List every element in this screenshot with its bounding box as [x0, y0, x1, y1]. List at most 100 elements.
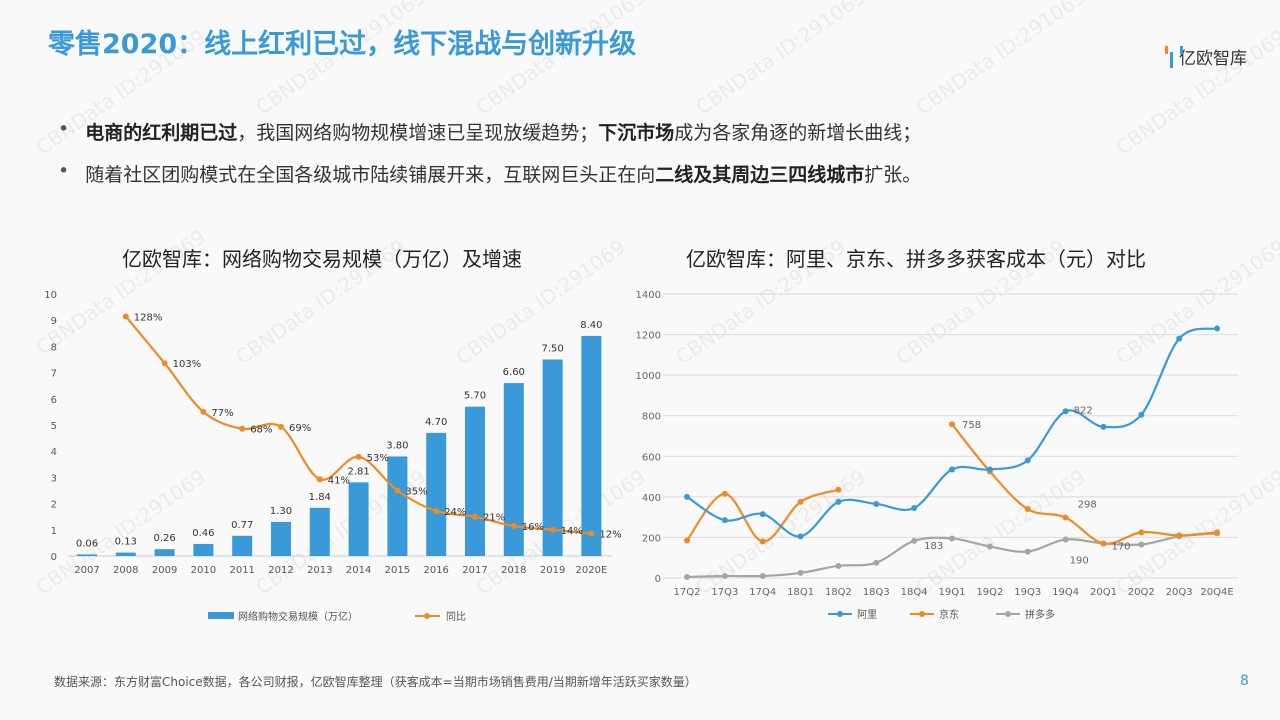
data-point — [911, 537, 918, 544]
bar-data-label: 6.60 — [503, 367, 525, 378]
data-point — [759, 572, 766, 579]
growth-point — [278, 423, 284, 430]
data-label: 183 — [924, 541, 943, 552]
growth-point — [200, 408, 207, 415]
data-point — [949, 421, 956, 428]
x-tick-label: 20Q4E — [1200, 587, 1233, 598]
bar — [309, 507, 330, 556]
y-tick-label: 8 — [51, 342, 57, 353]
right-chart-title: 亿欧智库：阿里、京东、拼多多获客成本（元）对比 — [686, 247, 1146, 271]
data-point — [684, 573, 690, 580]
text: 成为各家角逐的新增长曲线； — [674, 122, 922, 144]
data-label: 170 — [1111, 542, 1130, 553]
legend-label: 拼多多 — [1025, 608, 1055, 621]
legend-bar-swatch — [208, 612, 234, 619]
bar — [232, 535, 253, 556]
x-tick-label: 18Q2 — [825, 587, 852, 598]
data-point — [949, 535, 956, 542]
x-tick-label: 20Q2 — [1128, 587, 1155, 598]
growth-data-label: 103% — [173, 359, 202, 370]
page-number: 8 — [1240, 673, 1249, 689]
logo-text: 亿欧智库 — [1179, 49, 1247, 69]
bar — [387, 456, 408, 556]
y-tick-label: 1400 — [636, 290, 661, 301]
y-tick-label: 9 — [51, 316, 57, 327]
x-tick-label: 2019 — [540, 565, 565, 576]
y-tick-label: 0 — [51, 552, 57, 563]
bar — [77, 554, 97, 556]
data-label: 758 — [962, 420, 981, 431]
x-tick-label: 18Q1 — [787, 587, 814, 598]
bar — [581, 335, 602, 556]
bar — [271, 521, 291, 556]
data-point — [721, 490, 728, 497]
data-point — [797, 569, 804, 576]
bar — [154, 549, 175, 556]
x-tick-label: 2010 — [191, 565, 216, 576]
data-point — [1024, 506, 1031, 513]
bar-data-label: 1.84 — [309, 492, 331, 503]
bar — [426, 432, 447, 556]
data-point — [873, 559, 880, 566]
bar-data-label: 0.26 — [153, 533, 175, 544]
y-tick-label: 1 — [51, 526, 57, 537]
x-tick-label: 18Q3 — [863, 587, 890, 598]
series-line-京东 — [951, 423, 1218, 545]
bar-data-label: 3.80 — [386, 440, 408, 451]
x-tick-label: 19Q3 — [1014, 587, 1041, 598]
data-point — [1214, 529, 1221, 536]
growth-point — [239, 425, 246, 432]
data-point — [1100, 540, 1107, 547]
bullet-list: 电商的红利期已过，我国网络购物规模增速已呈现放缓趋势；下沉市场成为各家角逐的新增… — [58, 118, 921, 202]
bar-data-label: 5.70 — [464, 391, 486, 402]
data-point — [1062, 536, 1069, 543]
source-footnote: 数据来源：东方财富Choice数据，各公司财报，亿欧智库整理（获客成本=当期市场… — [54, 675, 697, 689]
y-tick-label: 4 — [51, 447, 57, 458]
data-point — [797, 498, 804, 505]
y-tick-label: 3 — [51, 473, 57, 484]
data-point — [759, 511, 766, 518]
x-tick-label: 2011 — [229, 565, 254, 576]
bold-text: 下沉市场 — [598, 122, 675, 144]
data-point — [835, 562, 842, 569]
legend-marker — [424, 613, 430, 619]
x-tick-label: 2017 — [462, 565, 487, 576]
growth-data-label: 16% — [522, 522, 544, 533]
bar-data-label: 0.06 — [76, 538, 98, 549]
growth-point — [510, 523, 517, 530]
legend-marker — [1005, 611, 1011, 617]
data-point — [1138, 541, 1145, 548]
left-chart-title: 亿欧智库：网络购物交易规模（万亿）及增速 — [122, 247, 522, 271]
page-title: 零售2020：线上红利已过，线下混战与创新升级 — [48, 29, 637, 60]
data-point — [873, 500, 880, 507]
data-label: 298 — [1078, 500, 1097, 511]
growth-point — [588, 530, 595, 537]
legend-label: 阿里 — [857, 609, 877, 621]
bar-data-label: 2.81 — [347, 466, 369, 477]
logo-icon — [1165, 46, 1177, 68]
x-tick-label: 2008 — [113, 565, 138, 576]
bar — [542, 359, 563, 556]
y-tick-label: 200 — [642, 533, 661, 544]
growth-point — [355, 453, 362, 460]
growth-data-label: 77% — [211, 408, 233, 419]
bar — [193, 543, 214, 556]
growth-data-label: 14% — [561, 526, 583, 537]
data-point — [1176, 532, 1183, 539]
data-point — [835, 486, 842, 493]
bar-data-label: 0.13 — [115, 537, 137, 548]
data-point — [721, 517, 728, 524]
bar-data-label: 0.77 — [231, 520, 253, 531]
data-point — [1062, 408, 1069, 415]
x-tick-label: 19Q2 — [976, 587, 1003, 598]
data-point — [949, 466, 956, 473]
y-tick-label: 10 — [44, 290, 57, 301]
y-tick-label: 400 — [642, 493, 661, 504]
x-tick-label: 20Q1 — [1090, 587, 1117, 598]
legend-label: 网络购物交易规模（万亿） — [238, 610, 358, 623]
x-tick-label: 2015 — [385, 565, 410, 576]
growth-point — [472, 513, 478, 520]
bullet-item: 随着社区团购模式在全国各级城市陆续铺展开来，互联网巨头正在向二线及其周边三四线城… — [58, 160, 921, 187]
data-point — [759, 538, 766, 545]
growth-point — [549, 526, 556, 533]
